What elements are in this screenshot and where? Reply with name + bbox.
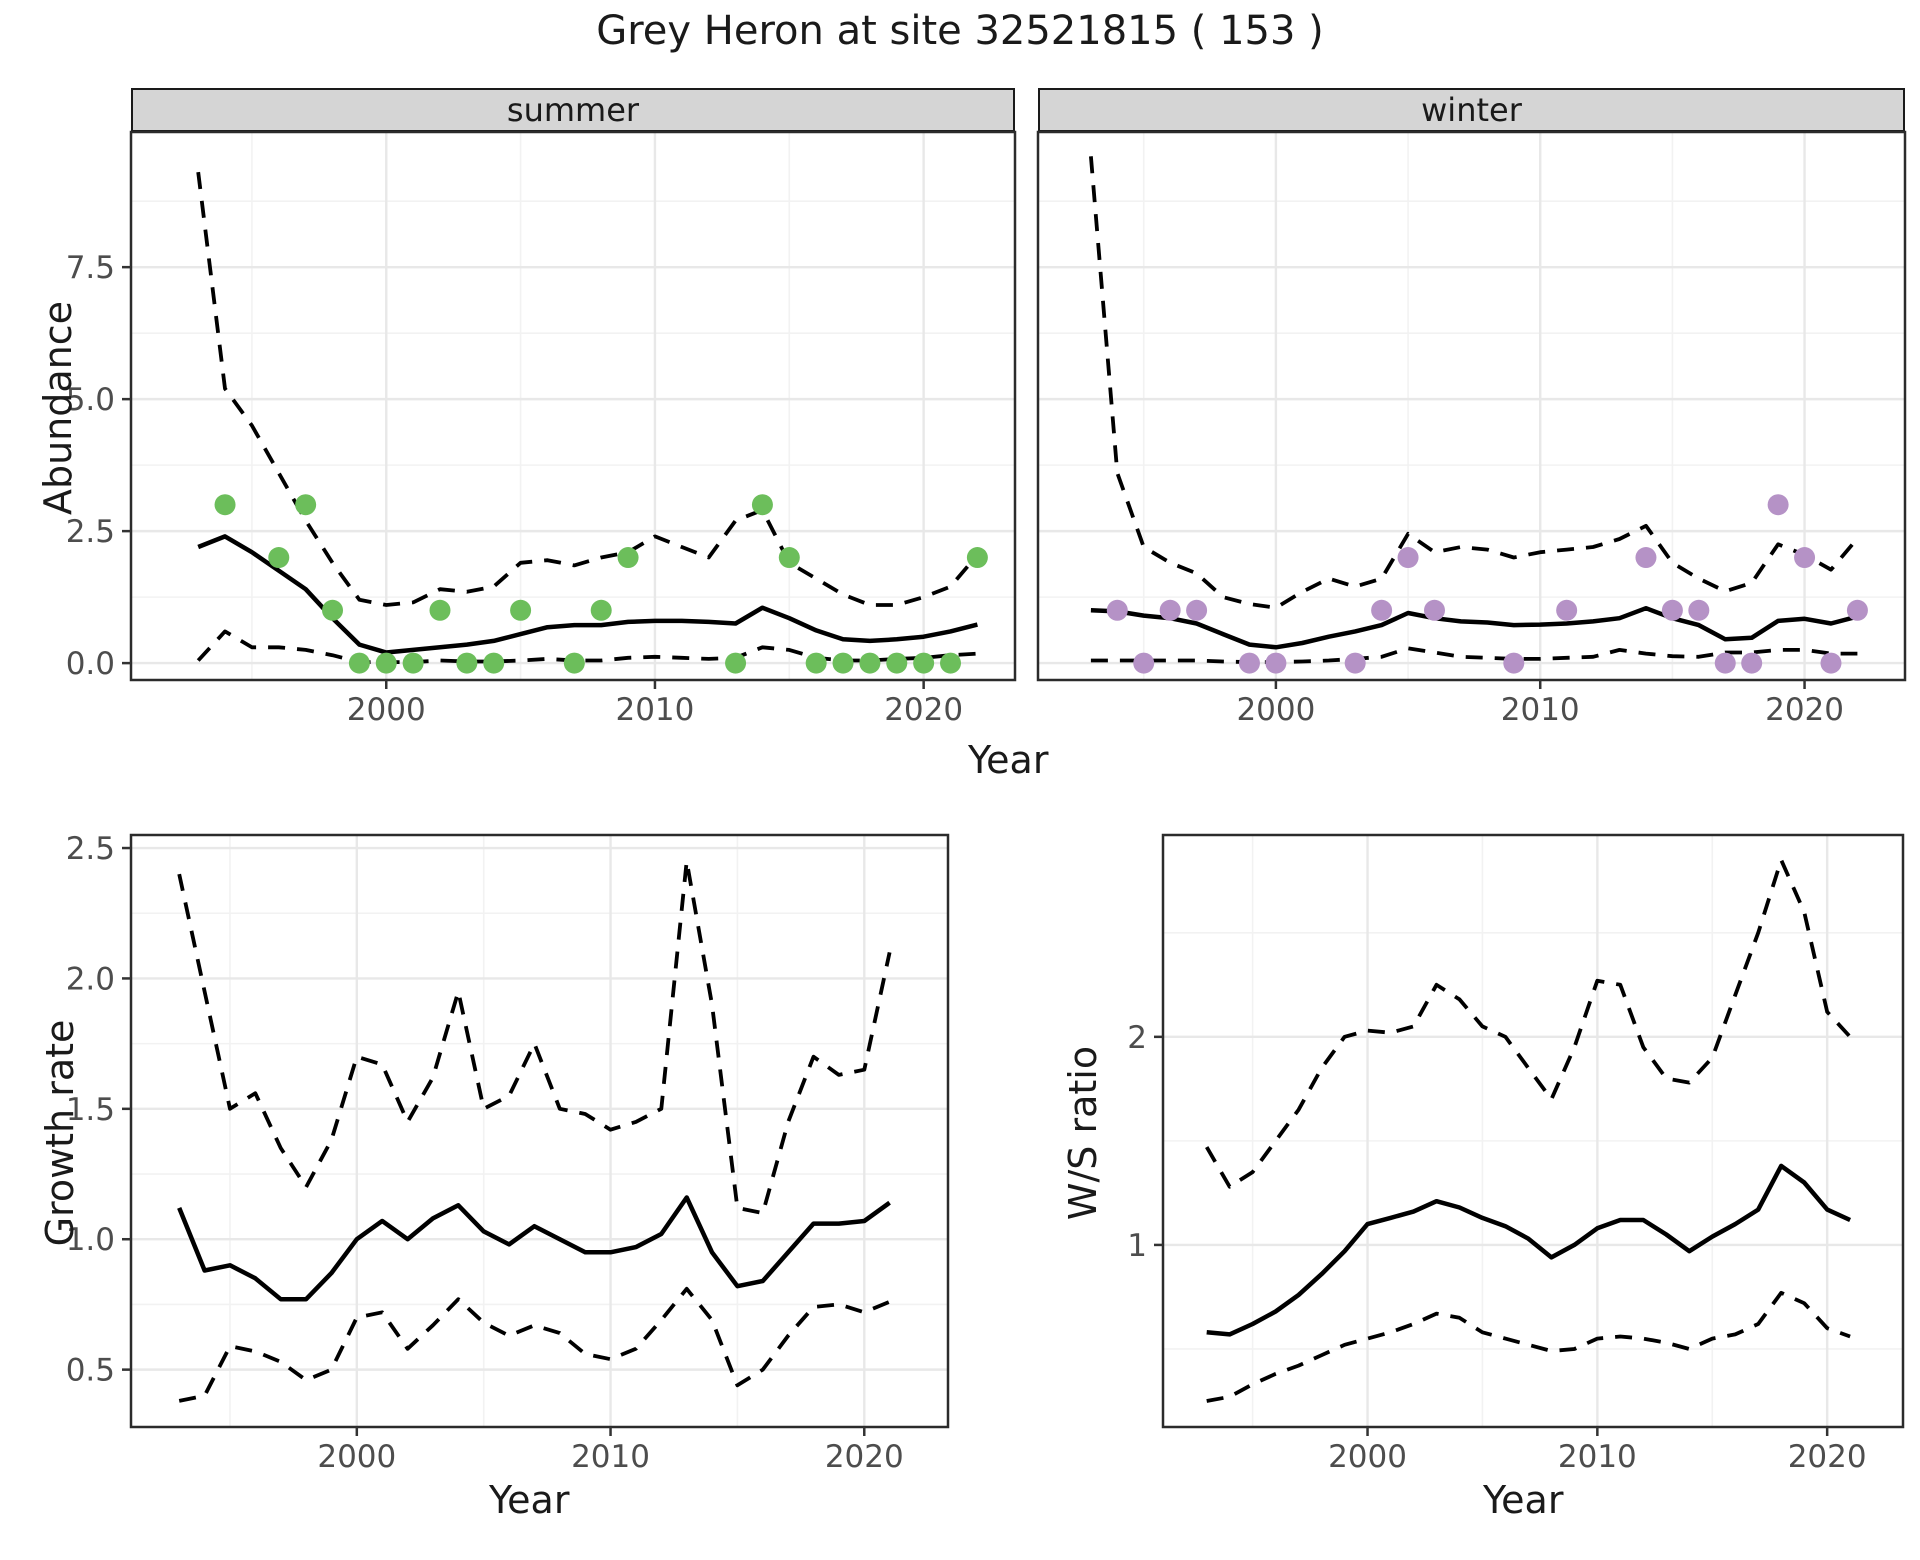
svg-text:2020: 2020 xyxy=(1765,692,1844,728)
data-point-winter xyxy=(1186,599,1208,621)
data-point-summer xyxy=(805,652,827,674)
data-point-summer xyxy=(402,652,424,674)
data-point-summer xyxy=(778,547,800,569)
svg-text:1.5: 1.5 xyxy=(66,1092,115,1128)
svg-text:7.5: 7.5 xyxy=(66,250,115,286)
y-axis-title-ws-ratio: W/S ratio xyxy=(1061,1045,1105,1221)
data-point-summer xyxy=(563,652,585,674)
data-point-summer xyxy=(725,652,747,674)
series-upper-ci-growth xyxy=(177,859,892,1215)
svg-text:2.5: 2.5 xyxy=(66,514,115,550)
x-axis-title-year-ws: Year xyxy=(1483,1478,1564,1522)
chart-title: Grey Heron at site 32521815 ( 153 ) xyxy=(596,8,1324,54)
svg-text:2.0: 2.0 xyxy=(66,961,115,997)
svg-text:2000: 2000 xyxy=(317,1439,396,1475)
series-estimate-growth xyxy=(177,1195,891,1302)
facet-strip-summer-label: summer xyxy=(506,91,640,129)
data-point-winter xyxy=(1106,599,1128,621)
data-point-winter xyxy=(1714,652,1736,674)
data-point-summer xyxy=(886,652,908,674)
data-point-summer xyxy=(295,494,317,516)
svg-text:2010: 2010 xyxy=(1558,1439,1637,1475)
svg-text:2000: 2000 xyxy=(347,692,426,728)
series-upper-ci-winter xyxy=(1089,156,1859,610)
data-point-summer xyxy=(483,652,505,674)
data-point-summer xyxy=(966,547,988,569)
data-point-winter xyxy=(1794,547,1816,569)
x-axis-title-year-growth: Year xyxy=(489,1478,570,1522)
data-point-winter xyxy=(1661,599,1683,621)
data-point-winter xyxy=(1265,652,1287,674)
data-point-winter xyxy=(1503,652,1525,674)
series-lower-ci-winter xyxy=(1090,646,1858,664)
data-point-winter xyxy=(1371,599,1393,621)
series-upper-ci-ws xyxy=(1205,858,1852,1189)
data-point-summer xyxy=(348,652,370,674)
data-point-summer xyxy=(832,652,854,674)
svg-text:2010: 2010 xyxy=(615,692,694,728)
data-point-winter xyxy=(1741,652,1763,674)
svg-text:2020: 2020 xyxy=(1788,1439,1867,1475)
data-point-summer xyxy=(322,599,344,621)
data-point-winter xyxy=(1767,494,1789,516)
facet-strip-winter: winter xyxy=(1038,88,1905,132)
y-axis-title-abundance: Abundance xyxy=(36,300,80,516)
series-estimate-ws xyxy=(1206,1163,1852,1337)
facet-strip-winter-label: winter xyxy=(1421,91,1522,129)
data-point-winter xyxy=(1133,652,1155,674)
panel-growth: 2000 2010 2020 0.5 1.0 1.5 2.0 2.5 xyxy=(66,831,950,1475)
data-point-summer xyxy=(617,547,639,569)
data-point-summer xyxy=(751,494,773,516)
data-point-summer xyxy=(590,599,612,621)
data-point-summer xyxy=(214,494,236,516)
panel-summer: 2000 2010 2020 0.0 2.5 5.0 7.5 xyxy=(66,130,1017,728)
data-point-summer xyxy=(859,652,881,674)
svg-text:1.0: 1.0 xyxy=(66,1222,115,1258)
panel-winter: 2000 2010 2020 xyxy=(1036,130,1907,728)
svg-text:2000: 2000 xyxy=(1328,1439,1407,1475)
series-upper-ci-summer xyxy=(196,171,979,607)
data-point-winter xyxy=(1344,652,1366,674)
x-axis-title-year-top: Year xyxy=(968,738,1049,782)
data-point-winter xyxy=(1820,652,1842,674)
data-point-summer xyxy=(456,652,478,674)
panel-ws: 2000 2010 2020 1 2 xyxy=(1127,833,1905,1475)
svg-text:0.5: 0.5 xyxy=(66,1353,115,1389)
data-point-summer xyxy=(940,652,962,674)
svg-text:2010: 2010 xyxy=(571,1439,650,1475)
data-point-winter xyxy=(1635,547,1657,569)
data-point-summer xyxy=(268,547,290,569)
series-estimate-winter xyxy=(1090,605,1858,650)
facet-strip-summer: summer xyxy=(131,88,1015,132)
svg-text:1: 1 xyxy=(1127,1228,1147,1264)
series-lower-ci-growth xyxy=(178,1286,891,1403)
series-lower-ci-ws xyxy=(1206,1290,1851,1403)
svg-text:2020: 2020 xyxy=(825,1439,904,1475)
data-point-summer xyxy=(913,652,935,674)
svg-text:5.0: 5.0 xyxy=(66,382,115,418)
data-point-summer xyxy=(429,599,451,621)
svg-text:2010: 2010 xyxy=(1501,692,1580,728)
data-point-winter xyxy=(1397,547,1419,569)
svg-text:2.5: 2.5 xyxy=(66,831,115,867)
svg-text:2000: 2000 xyxy=(1236,692,1315,728)
data-point-winter xyxy=(1688,599,1710,621)
data-point-summer xyxy=(375,652,397,674)
data-point-winter xyxy=(1423,599,1445,621)
svg-text:2020: 2020 xyxy=(884,692,963,728)
data-point-summer xyxy=(510,599,532,621)
data-point-winter xyxy=(1238,652,1260,674)
svg-text:0.0: 0.0 xyxy=(66,646,115,682)
data-point-winter xyxy=(1556,599,1578,621)
svg-text:2: 2 xyxy=(1127,1020,1147,1056)
y-axis-title-growth-rate: Growth rate xyxy=(38,1019,82,1247)
data-point-winter xyxy=(1846,599,1868,621)
data-point-winter xyxy=(1159,599,1181,621)
